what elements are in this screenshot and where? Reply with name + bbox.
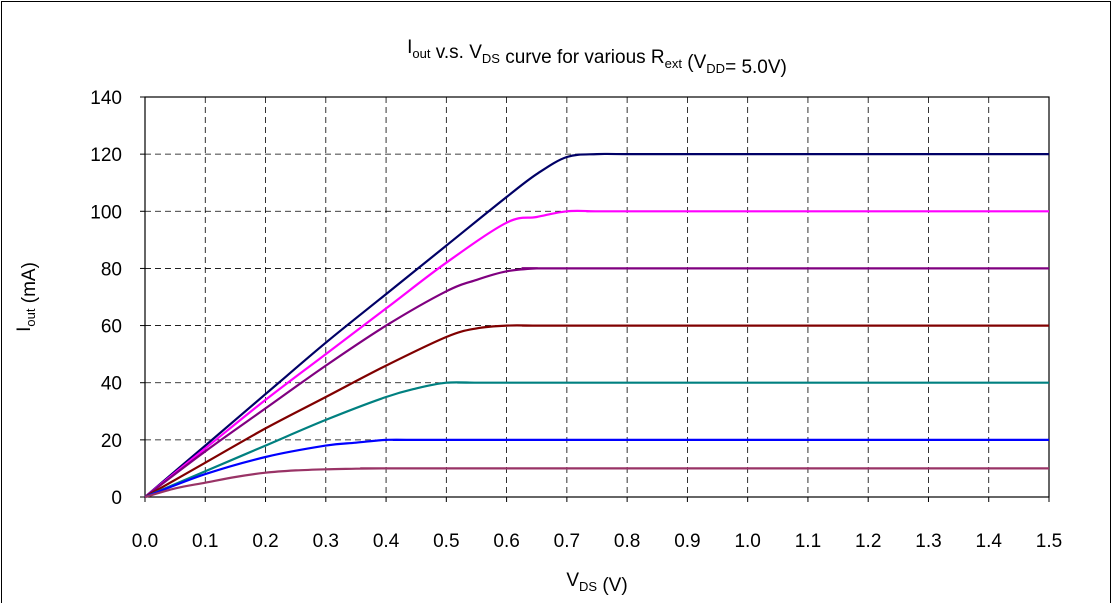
y-tick-label: 140 [90, 88, 122, 109]
x-tick-label: 0.4 [373, 531, 400, 552]
text-part: (V) [597, 575, 628, 596]
text-subscript: ext [665, 56, 683, 71]
x-tick-label: 0.0 [132, 531, 158, 552]
text-subscript: out [412, 46, 430, 61]
y-tick-label: 0 [111, 488, 122, 509]
text-subscript: DS [482, 51, 500, 66]
text-subscript: DS [579, 579, 597, 594]
x-tick-label: 0.1 [192, 531, 218, 552]
y-tick-label: 40 [101, 374, 122, 395]
x-tick-label: 0.9 [674, 531, 700, 552]
x-tick-label: 1.1 [795, 531, 821, 552]
x-tick-label: 0.3 [313, 531, 339, 552]
text-part: (V [682, 52, 707, 73]
x-tick-label: 1.4 [976, 531, 1003, 552]
x-tick-label: 0.7 [554, 531, 580, 552]
y-tick-label: 80 [101, 259, 122, 280]
y-tick-label: 100 [90, 202, 122, 223]
text-part: V [566, 570, 579, 591]
text-part: curve for various R [500, 47, 665, 68]
y-tick-label: 20 [101, 431, 122, 452]
x-tick-label: 1.5 [1036, 531, 1062, 552]
x-tick-label: 1.0 [734, 531, 760, 552]
x-tick-label: 1.3 [915, 531, 941, 552]
y-tick-label: 120 [90, 145, 122, 166]
x-tick-label: 0.6 [493, 531, 519, 552]
text-part: v.s. V [430, 42, 482, 63]
x-tick-label: 0.8 [614, 531, 640, 552]
x-tick-label: 1.2 [855, 531, 881, 552]
text-subscript: DD [706, 61, 725, 76]
text-subscript: out [23, 308, 38, 326]
x-tick-label: 0.5 [433, 531, 459, 552]
text-part: = 5.0V) [725, 57, 787, 78]
y-tick-label: 60 [101, 317, 122, 338]
x-tick-label: 0.2 [252, 531, 278, 552]
text-part: (mA) [19, 262, 40, 308]
plot-area [145, 97, 1049, 497]
